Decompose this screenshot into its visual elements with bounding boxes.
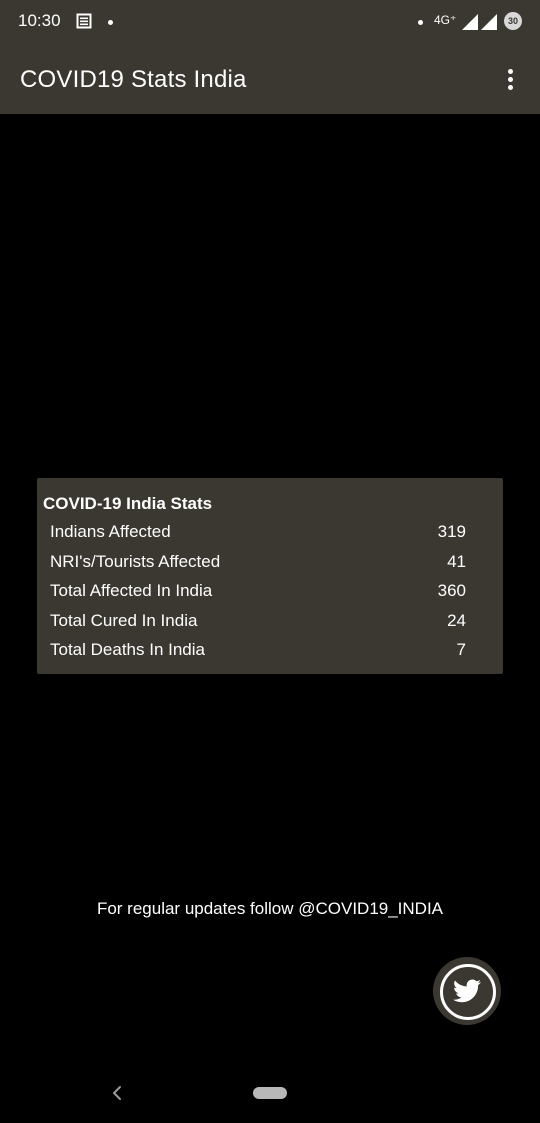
stats-list: Indians Affected 319 NRI's/Tourists Affe… (37, 516, 503, 664)
dot-icon (108, 20, 113, 25)
stats-label: Total Affected In India (50, 581, 213, 600)
stats-card-title: COVID-19 India Stats (43, 494, 213, 513)
status-bar: 10:30 4G⁺ 30 (0, 0, 540, 44)
stats-label: Total Cured In India (50, 610, 198, 630)
signal-icon (481, 14, 497, 30)
app-bar: COVID19 Stats India (0, 44, 540, 114)
network-type: 4G⁺ (434, 13, 457, 27)
battery-icon: 30 (504, 12, 522, 30)
more-vert-icon[interactable] (496, 64, 524, 96)
stats-row: Total Cured In India 24 (37, 605, 503, 635)
app-title: COVID19 Stats India (20, 66, 247, 93)
stats-value: 319 (437, 522, 466, 541)
stats-label: Indians Affected (50, 522, 171, 541)
twitter-icon (453, 979, 481, 1003)
stats-value: 24 (447, 610, 466, 630)
back-chevron-icon[interactable] (108, 1081, 126, 1105)
stats-label: NRI's/Tourists Affected (50, 551, 221, 571)
signal-icon (462, 14, 478, 30)
dot-icon (418, 20, 423, 25)
twitter-button[interactable] (433, 957, 501, 1025)
home-pill-icon[interactable] (253, 1087, 287, 1099)
stats-row: NRI's/Tourists Affected 41 (37, 546, 503, 576)
stats-row: Total Deaths In India 7 (37, 634, 503, 664)
follow-text: For regular updates follow @COVID19_INDI… (96, 899, 444, 918)
notification-news-icon (76, 13, 92, 29)
stats-row: Indians Affected 319 (37, 516, 503, 546)
stats-label: Total Deaths In India (50, 640, 205, 659)
stats-value: 41 (447, 551, 466, 571)
stats-card: COVID-19 India Stats Indians Affected 31… (37, 478, 503, 674)
stats-value: 360 (437, 581, 466, 600)
status-time: 10:30 (18, 11, 61, 30)
twitter-button-ring (440, 964, 496, 1020)
stats-row: Total Affected In India 360 (37, 575, 503, 605)
stats-value: 7 (456, 640, 466, 659)
